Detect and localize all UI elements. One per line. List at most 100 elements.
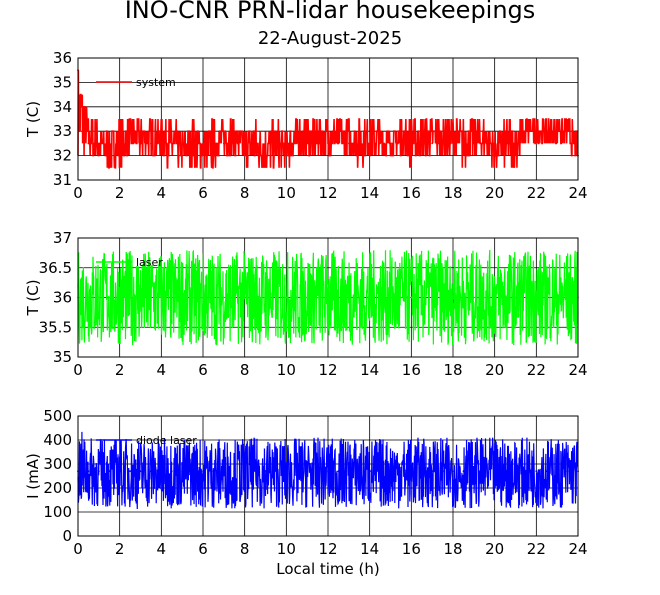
data-point (150, 142, 152, 145)
data-point (493, 470, 496, 473)
data-point (160, 296, 163, 299)
data-point (243, 154, 246, 157)
data-point (191, 296, 194, 299)
y-tick-label: 36 (53, 49, 72, 67)
x-tick-label: 22 (527, 361, 546, 379)
x-tick-label: 24 (568, 184, 587, 202)
x-tick-label: 8 (240, 540, 250, 558)
data-point (368, 142, 371, 145)
data-point (202, 154, 204, 157)
data-point (275, 296, 277, 299)
y-tick-label: 36 (53, 289, 72, 307)
data-point (170, 142, 173, 145)
x-tick-label: 4 (157, 540, 167, 558)
y-tick-label: 35 (53, 73, 72, 91)
data-point (202, 296, 204, 299)
x-tick-label: 6 (198, 361, 208, 379)
data-point (264, 470, 267, 473)
y-tick-label: 31 (53, 171, 72, 189)
data-point (316, 296, 319, 299)
x-tick-label: 8 (240, 184, 250, 202)
data-point (108, 154, 111, 157)
data-point (316, 142, 319, 145)
x-tick-label: 6 (198, 184, 208, 202)
data-point (452, 142, 454, 145)
data-point (87, 470, 90, 473)
data-point (181, 154, 184, 157)
data-point (97, 142, 100, 145)
data-point (327, 142, 329, 145)
data-point (285, 154, 288, 157)
legend-label: system (136, 76, 176, 89)
data-point (306, 470, 309, 473)
data-point (233, 142, 236, 145)
data-point (504, 296, 506, 299)
x-tick-label: 14 (360, 361, 379, 379)
data-point (347, 296, 350, 299)
x-tick-label: 0 (73, 184, 83, 202)
y-tick-label: 35.5 (39, 318, 72, 336)
y-tick-label: 35 (53, 348, 72, 366)
x-tick-label: 18 (443, 540, 462, 558)
data-point (358, 470, 361, 473)
series-noise-trace (77, 431, 579, 509)
data-point (410, 142, 413, 145)
data-point (545, 130, 548, 133)
x-tick-label: 10 (277, 540, 296, 558)
x-tick-label: 12 (318, 184, 337, 202)
data-point (222, 142, 225, 145)
data-point (233, 470, 236, 473)
data-point (431, 470, 434, 473)
y-tick-label: 34 (53, 98, 72, 116)
data-point (514, 470, 517, 473)
x-tick-label: 16 (402, 184, 421, 202)
data-point (566, 130, 569, 133)
data-point (139, 470, 142, 473)
data-point (347, 142, 350, 145)
data-point (400, 142, 402, 145)
data-point (472, 296, 475, 299)
y-tick-label: 36.5 (39, 259, 72, 277)
x-tick-label: 14 (360, 540, 379, 558)
data-point (420, 470, 423, 473)
data-point (243, 470, 246, 473)
data-point (337, 296, 340, 299)
x-tick-label: 4 (157, 361, 167, 379)
y-tick-label: 500 (43, 407, 72, 425)
x-tick-label: 22 (527, 540, 546, 558)
plot-frame (77, 57, 579, 181)
x-tick-label: 20 (485, 184, 504, 202)
y-axis-label: I (mA) (24, 453, 42, 499)
y-tick-label: 400 (43, 431, 72, 449)
data-point (379, 296, 381, 299)
data-point (452, 296, 454, 299)
data-point (212, 470, 215, 473)
y-axis-label: T (C) (24, 101, 42, 138)
data-point (254, 470, 256, 473)
data-point (97, 470, 100, 473)
data-point (389, 296, 392, 299)
data-point (514, 296, 517, 299)
data-point (556, 470, 559, 473)
data-point (535, 296, 538, 299)
data-point (389, 470, 392, 473)
data-point (441, 142, 444, 145)
data-point (97, 296, 100, 299)
data-point (295, 142, 298, 145)
x-tick-label: 10 (277, 361, 296, 379)
data-point (504, 470, 506, 473)
data-point (129, 296, 131, 299)
data-point (452, 470, 454, 473)
data-point (410, 470, 413, 473)
data-point (347, 470, 350, 473)
data-point (545, 296, 548, 299)
data-point (108, 296, 111, 299)
y-tick-label: 0 (62, 527, 72, 545)
data-point (504, 142, 506, 145)
data-point (327, 296, 329, 299)
x-tick-label: 6 (198, 540, 208, 558)
data-point (264, 154, 267, 157)
data-point (170, 296, 173, 299)
